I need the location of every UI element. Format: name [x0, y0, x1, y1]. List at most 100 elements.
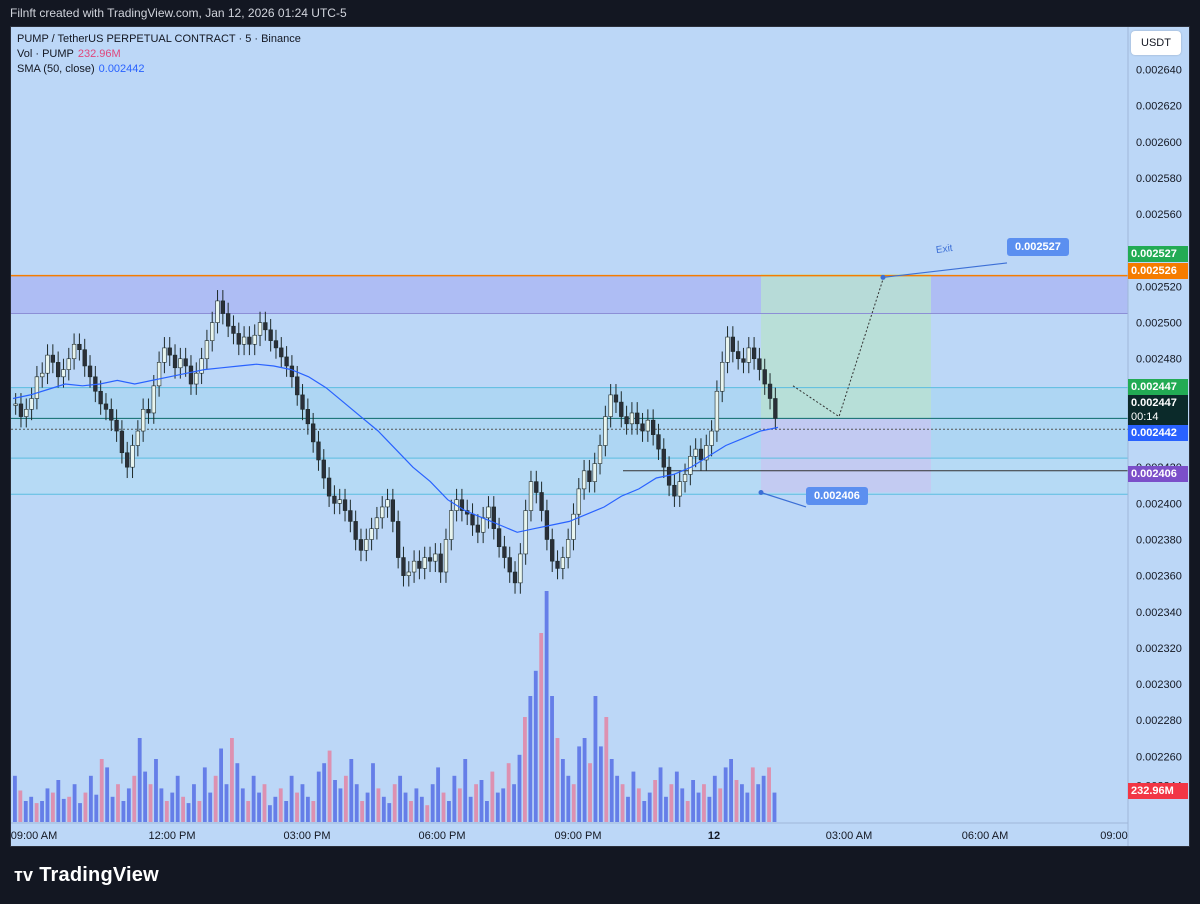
x-tick-label: 12: [708, 830, 720, 842]
volume-bar: [376, 788, 381, 822]
candle: [98, 390, 103, 405]
candle: [682, 474, 688, 482]
symbol-title[interactable]: PUMP / TetherUS PERPETUAL CONTRACT · 5 ·…: [17, 33, 301, 45]
lower-zone: [11, 458, 1128, 495]
volume-bar: [121, 801, 126, 822]
candle: [640, 423, 645, 432]
y-tick-label: 0.002280: [1136, 715, 1182, 727]
candle: [348, 510, 353, 522]
candle: [587, 470, 592, 482]
candle: [608, 394, 613, 417]
volume-bar: [463, 759, 468, 822]
chart-pane[interactable]: 0.002640 0.002620 0.002600 0.002580 0.002560…: [10, 26, 1190, 847]
volume-bar: [436, 767, 441, 822]
volume-bar: [414, 788, 419, 822]
candle: [156, 362, 162, 387]
volume-bar: [615, 775, 620, 822]
volume-bar: [658, 767, 663, 822]
volume-bar: [13, 775, 17, 822]
candle: [82, 349, 87, 367]
candle: [321, 459, 326, 479]
volume-bar: [539, 633, 544, 822]
x-tick-label: 06:00 AM: [962, 830, 1008, 842]
candle: [512, 571, 518, 584]
y-tick-label: 0.002640: [1136, 65, 1182, 77]
exit-label[interactable]: Exit: [935, 242, 954, 257]
candle: [13, 403, 18, 406]
volume-bar: [566, 775, 571, 822]
candle: [326, 477, 332, 497]
volume-bar: [257, 792, 261, 822]
x-tick-label: 03:00 PM: [283, 830, 330, 842]
volume-bar: [186, 803, 191, 822]
volume-legend[interactable]: Vol · PUMP 232.96M: [17, 47, 301, 62]
candle: [433, 553, 438, 562]
price-chart[interactable]: 0.002640 0.002620 0.002600 0.002580 0.002560…: [11, 27, 1190, 847]
candle: [603, 416, 608, 446]
candle: [87, 365, 93, 378]
volume-bar: [213, 775, 218, 822]
tradingview-icon: ᴛᴠ: [14, 865, 34, 885]
candle: [204, 340, 210, 360]
volume-bar: [208, 792, 213, 822]
candle: [560, 557, 566, 569]
volume-bar: [598, 746, 603, 822]
volume-bar: [29, 796, 34, 822]
candle: [762, 369, 767, 385]
candle: [220, 300, 226, 314]
stop-price-tag: 0.002406: [1128, 466, 1188, 482]
last-price-value: 0.002447: [1131, 397, 1177, 409]
volume-bar: [685, 801, 690, 822]
bar-countdown: 00:14: [1131, 411, 1159, 423]
candle: [613, 394, 619, 403]
volume-bar: [105, 767, 110, 822]
y-tick-label: 0.002560: [1136, 209, 1182, 221]
candle: [135, 430, 141, 446]
candle: [199, 358, 204, 374]
candle: [475, 524, 481, 533]
candle: [167, 347, 172, 356]
candle: [210, 322, 215, 341]
entry-price-tag: 0.002447: [1128, 379, 1188, 395]
volume-legend-label: Vol · PUMP: [17, 48, 74, 60]
candle: [449, 510, 454, 540]
sma-legend[interactable]: SMA (50, close) 0.002442: [17, 62, 301, 77]
candle: [337, 499, 342, 504]
x-tick-label: 03:00 AM: [826, 830, 872, 842]
candle: [369, 528, 374, 540]
y-tick-label: 0.002320: [1136, 643, 1182, 655]
volume-bar: [322, 763, 327, 822]
candle: [194, 372, 199, 385]
candle: [395, 521, 401, 558]
y-tick-label: 0.002260: [1136, 751, 1182, 763]
candle: [55, 362, 61, 378]
volume-bar: [240, 788, 245, 822]
volume-bar: [756, 784, 761, 822]
candle: [417, 560, 422, 569]
candle: [518, 553, 523, 584]
candle: [71, 343, 77, 360]
candle: [523, 510, 528, 555]
candle: [162, 347, 167, 363]
exit-callout[interactable]: 0.002527: [1007, 238, 1069, 256]
volume-bar: [419, 796, 424, 822]
volume-bar: [316, 771, 321, 822]
x-tick-label: 09:00: [1100, 830, 1128, 842]
volume-bar: [512, 784, 516, 822]
volume-bar: [691, 780, 696, 822]
stop-callout[interactable]: 0.002406: [806, 487, 868, 505]
candle: [427, 557, 433, 562]
volume-bar: [18, 790, 23, 822]
candle: [624, 416, 629, 425]
candle: [66, 358, 71, 370]
sma-price-tag: 0.002442: [1128, 425, 1188, 441]
candle: [151, 385, 156, 414]
volume-bar: [517, 754, 522, 822]
tradingview-logo[interactable]: ᴛᴠ TradingView: [14, 864, 159, 887]
y-tick-label: 0.002480: [1136, 354, 1182, 366]
candle: [241, 336, 247, 345]
currency-button[interactable]: USDT: [1131, 31, 1181, 55]
volume-bar: [45, 788, 50, 822]
candle: [18, 403, 24, 417]
resistance-zone: [11, 275, 1128, 314]
